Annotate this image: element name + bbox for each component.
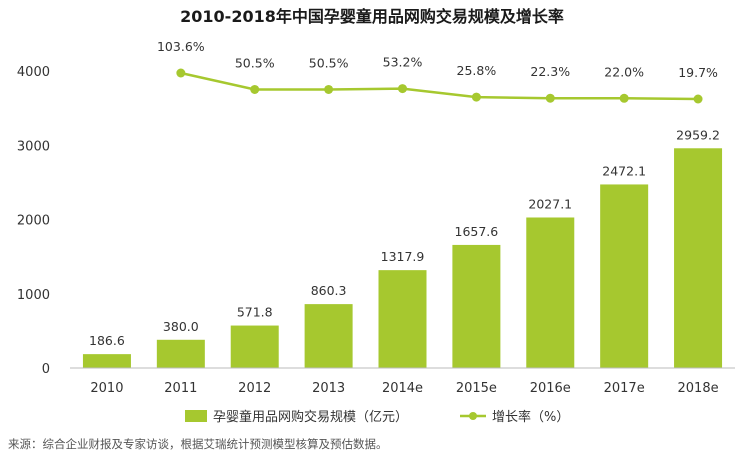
x-tick-label: 2016e — [530, 381, 571, 396]
bar-data-label: 380.0 — [163, 319, 199, 334]
line-data-label: 25.8% — [457, 63, 497, 78]
bar-data-label: 2959.2 — [676, 127, 720, 142]
source-note: 来源：综合企业财报及专家访谈，根据艾瑞统计预测模型核算及预估数据。 — [8, 437, 388, 451]
y-tick-label: 1000 — [17, 288, 50, 303]
line-point — [693, 94, 703, 104]
line-data-label: 22.0% — [604, 64, 644, 79]
legend-line-marker — [469, 412, 477, 420]
y-axis: 0 1000 2000 3000 4000 — [17, 65, 50, 377]
x-tick-label: 2011 — [164, 381, 197, 396]
y-tick-label: 2000 — [17, 214, 50, 229]
y-tick-label: 3000 — [17, 139, 50, 154]
bar — [304, 304, 353, 368]
line-point — [176, 68, 186, 78]
x-tick-label: 2015e — [456, 381, 497, 396]
line-series — [176, 68, 703, 104]
line-data-label: 22.3% — [530, 64, 570, 79]
line-point — [324, 84, 334, 94]
bar — [156, 339, 205, 368]
bar — [526, 217, 575, 368]
x-tick-label: 2017e — [604, 381, 645, 396]
chart-title: 2010-2018年中国孕婴童用品网购交易规模及增长率 — [180, 7, 564, 26]
line-data-labels: 103.6% 50.5% 50.5% 53.2% 25.8% 22.3% 22.0% 19.7… — [157, 39, 718, 80]
bar — [82, 354, 131, 368]
line-data-label: 19.7% — [678, 65, 718, 80]
bar — [452, 244, 501, 368]
legend-bar-swatch — [185, 410, 207, 422]
bar-data-label: 186.6 — [89, 333, 125, 348]
growth-line — [180, 71, 699, 101]
legend-bar-label: 孕婴童用品网购交易规模（亿元） — [213, 409, 408, 425]
x-tick-label: 2018e — [678, 381, 719, 396]
bar-data-label: 2027.1 — [528, 196, 572, 211]
bar-data-label: 860.3 — [311, 283, 347, 298]
x-tick-label: 2012 — [238, 381, 271, 396]
line-data-label: 50.5% — [309, 55, 349, 70]
bar — [674, 148, 723, 368]
line-data-label: 53.2% — [383, 55, 423, 70]
line-point — [471, 92, 481, 102]
bar-series — [82, 148, 723, 368]
y-tick-label: 4000 — [17, 65, 50, 80]
x-axis: 2010 2011 2012 2013 2014e 2015e 2016e 2017e 2018… — [90, 381, 718, 396]
x-tick-label: 2013 — [312, 381, 345, 396]
line-data-label: 50.5% — [235, 55, 275, 70]
line-point — [250, 84, 260, 94]
line-point — [619, 93, 629, 103]
bar — [600, 184, 649, 368]
bar-data-labels: 186.6 380.0 571.8 860.3 1317.9 1657.6 2027.1 24… — [89, 127, 720, 348]
bar-data-label: 1657.6 — [455, 224, 499, 239]
bar — [230, 325, 279, 368]
line-point — [398, 84, 407, 94]
line-data-label: 103.6% — [157, 39, 205, 54]
bar-data-label: 1317.9 — [381, 249, 425, 264]
bar — [378, 270, 427, 368]
line-point — [545, 93, 555, 103]
legend: 孕婴童用品网购交易规模（亿元） 增长率（%） — [185, 409, 569, 425]
x-tick-label: 2010 — [90, 381, 123, 396]
x-tick-label: 2014e — [382, 381, 423, 396]
bar-data-label: 2472.1 — [602, 163, 646, 178]
legend-line-label: 增长率（%） — [492, 409, 569, 425]
bar-data-label: 571.8 — [237, 305, 273, 320]
y-tick-label: 0 — [42, 362, 50, 377]
